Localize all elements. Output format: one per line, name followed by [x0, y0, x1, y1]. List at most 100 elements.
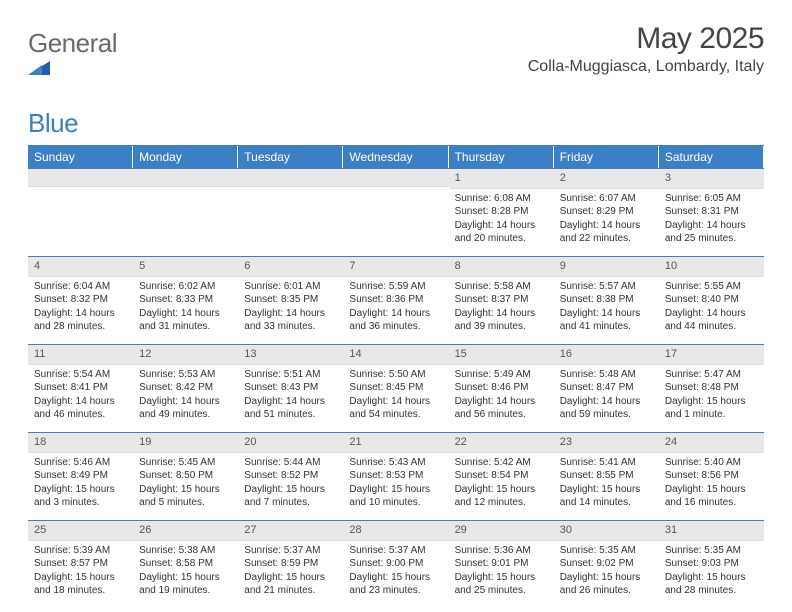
cell-body: Sunrise: 5:35 AMSunset: 9:03 PMDaylight:… — [659, 541, 764, 604]
calendar-cell: 16Sunrise: 5:48 AMSunset: 8:47 PMDayligh… — [554, 344, 659, 432]
day-number: 29 — [449, 521, 554, 541]
cell-body: Sunrise: 5:54 AMSunset: 8:41 PMDaylight:… — [28, 365, 133, 428]
calendar-cell: 6Sunrise: 6:01 AMSunset: 8:35 PMDaylight… — [238, 256, 343, 344]
sunrise-text: Sunrise: 6:02 AM — [139, 280, 232, 294]
logo: General Blue — [28, 22, 117, 139]
cell-body: Sunrise: 6:01 AMSunset: 8:35 PMDaylight:… — [238, 277, 343, 340]
logo-word-1: General — [28, 28, 117, 58]
calendar-cell: 27Sunrise: 5:37 AMSunset: 8:59 PMDayligh… — [238, 520, 343, 608]
cell-body: Sunrise: 5:46 AMSunset: 8:49 PMDaylight:… — [28, 453, 133, 516]
calendar-cell: 12Sunrise: 5:53 AMSunset: 8:42 PMDayligh… — [133, 344, 238, 432]
cell-body: Sunrise: 6:04 AMSunset: 8:32 PMDaylight:… — [28, 277, 133, 340]
sunrise-text: Sunrise: 5:35 AM — [665, 544, 758, 558]
calendar-cell — [28, 168, 133, 256]
day-number: 2 — [554, 169, 659, 189]
daylight-text: Daylight: 15 hours and 25 minutes. — [455, 571, 548, 598]
day-number: 5 — [133, 257, 238, 277]
cell-body: Sunrise: 6:02 AMSunset: 8:33 PMDaylight:… — [133, 277, 238, 340]
sunrise-text: Sunrise: 5:44 AM — [244, 456, 337, 470]
sunset-text: Sunset: 8:37 PM — [455, 293, 548, 307]
sunrise-text: Sunrise: 5:42 AM — [455, 456, 548, 470]
daylight-text: Daylight: 14 hours and 20 minutes. — [455, 219, 548, 246]
day-number: 22 — [449, 433, 554, 453]
daylight-text: Daylight: 15 hours and 1 minute. — [665, 395, 758, 422]
day-header: Tuesday — [238, 146, 343, 168]
sunset-text: Sunset: 8:56 PM — [665, 469, 758, 483]
sunrise-text: Sunrise: 6:01 AM — [244, 280, 337, 294]
calendar-cell: 31Sunrise: 5:35 AMSunset: 9:03 PMDayligh… — [659, 520, 764, 608]
cell-body: Sunrise: 5:58 AMSunset: 8:37 PMDaylight:… — [449, 277, 554, 340]
day-number: 13 — [238, 345, 343, 365]
calendar-cell: 7Sunrise: 5:59 AMSunset: 8:36 PMDaylight… — [343, 256, 448, 344]
day-number: 30 — [554, 521, 659, 541]
daylight-text: Daylight: 14 hours and 56 minutes. — [455, 395, 548, 422]
sunset-text: Sunset: 8:58 PM — [139, 557, 232, 571]
sunset-text: Sunset: 9:01 PM — [455, 557, 548, 571]
day-number: 18 — [28, 433, 133, 453]
day-number — [28, 169, 133, 187]
daylight-text: Daylight: 14 hours and 25 minutes. — [665, 219, 758, 246]
sunrise-text: Sunrise: 6:04 AM — [34, 280, 127, 294]
calendar-cell: 1Sunrise: 6:08 AMSunset: 8:28 PMDaylight… — [449, 168, 554, 256]
sunset-text: Sunset: 8:54 PM — [455, 469, 548, 483]
day-number: 6 — [238, 257, 343, 277]
calendar-cell: 11Sunrise: 5:54 AMSunset: 8:41 PMDayligh… — [28, 344, 133, 432]
sunset-text: Sunset: 9:03 PM — [665, 557, 758, 571]
cell-body: Sunrise: 5:39 AMSunset: 8:57 PMDaylight:… — [28, 541, 133, 604]
day-number: 21 — [343, 433, 448, 453]
cell-body: Sunrise: 6:05 AMSunset: 8:31 PMDaylight:… — [659, 189, 764, 252]
sunrise-text: Sunrise: 5:50 AM — [349, 368, 442, 382]
sunset-text: Sunset: 8:45 PM — [349, 381, 442, 395]
sunset-text: Sunset: 8:53 PM — [349, 469, 442, 483]
daylight-text: Daylight: 15 hours and 21 minutes. — [244, 571, 337, 598]
cell-body: Sunrise: 5:43 AMSunset: 8:53 PMDaylight:… — [343, 453, 448, 516]
calendar-cell: 18Sunrise: 5:46 AMSunset: 8:49 PMDayligh… — [28, 432, 133, 520]
cell-body: Sunrise: 5:57 AMSunset: 8:38 PMDaylight:… — [554, 277, 659, 340]
cell-body: Sunrise: 5:45 AMSunset: 8:50 PMDaylight:… — [133, 453, 238, 516]
daylight-text: Daylight: 14 hours and 51 minutes. — [244, 395, 337, 422]
sunrise-text: Sunrise: 5:55 AM — [665, 280, 758, 294]
day-number: 16 — [554, 345, 659, 365]
calendar-cell: 26Sunrise: 5:38 AMSunset: 8:58 PMDayligh… — [133, 520, 238, 608]
day-number: 4 — [28, 257, 133, 277]
sunset-text: Sunset: 8:50 PM — [139, 469, 232, 483]
sunset-text: Sunset: 8:47 PM — [560, 381, 653, 395]
calendar-cell: 13Sunrise: 5:51 AMSunset: 8:43 PMDayligh… — [238, 344, 343, 432]
sunset-text: Sunset: 8:35 PM — [244, 293, 337, 307]
daylight-text: Daylight: 14 hours and 49 minutes. — [139, 395, 232, 422]
day-number: 26 — [133, 521, 238, 541]
day-header: Thursday — [449, 146, 554, 168]
sunrise-text: Sunrise: 5:53 AM — [139, 368, 232, 382]
sunrise-text: Sunrise: 5:41 AM — [560, 456, 653, 470]
calendar-cell: 20Sunrise: 5:44 AMSunset: 8:52 PMDayligh… — [238, 432, 343, 520]
calendar-cell: 22Sunrise: 5:42 AMSunset: 8:54 PMDayligh… — [449, 432, 554, 520]
sunset-text: Sunset: 8:48 PM — [665, 381, 758, 395]
day-header: Sunday — [28, 146, 133, 168]
daylight-text: Daylight: 15 hours and 10 minutes. — [349, 483, 442, 510]
cell-body: Sunrise: 5:51 AMSunset: 8:43 PMDaylight:… — [238, 365, 343, 428]
cell-body: Sunrise: 5:36 AMSunset: 9:01 PMDaylight:… — [449, 541, 554, 604]
calendar-cell: 24Sunrise: 5:40 AMSunset: 8:56 PMDayligh… — [659, 432, 764, 520]
calendar-cell: 19Sunrise: 5:45 AMSunset: 8:50 PMDayligh… — [133, 432, 238, 520]
daylight-text: Daylight: 15 hours and 19 minutes. — [139, 571, 232, 598]
cell-body: Sunrise: 5:37 AMSunset: 8:59 PMDaylight:… — [238, 541, 343, 604]
calendar-cell: 3Sunrise: 6:05 AMSunset: 8:31 PMDaylight… — [659, 168, 764, 256]
daylight-text: Daylight: 14 hours and 39 minutes. — [455, 307, 548, 334]
sunset-text: Sunset: 8:49 PM — [34, 469, 127, 483]
sunset-text: Sunset: 9:00 PM — [349, 557, 442, 571]
daylight-text: Daylight: 15 hours and 7 minutes. — [244, 483, 337, 510]
cell-body: Sunrise: 5:47 AMSunset: 8:48 PMDaylight:… — [659, 365, 764, 428]
daylight-text: Daylight: 15 hours and 5 minutes. — [139, 483, 232, 510]
calendar-cell — [238, 168, 343, 256]
sunset-text: Sunset: 8:32 PM — [34, 293, 127, 307]
calendar-cell: 10Sunrise: 5:55 AMSunset: 8:40 PMDayligh… — [659, 256, 764, 344]
sunrise-text: Sunrise: 5:35 AM — [560, 544, 653, 558]
sunrise-text: Sunrise: 5:45 AM — [139, 456, 232, 470]
sunrise-text: Sunrise: 5:59 AM — [349, 280, 442, 294]
calendar-cell: 28Sunrise: 5:37 AMSunset: 9:00 PMDayligh… — [343, 520, 448, 608]
day-number: 23 — [554, 433, 659, 453]
sunrise-text: Sunrise: 5:58 AM — [455, 280, 548, 294]
sunset-text: Sunset: 8:59 PM — [244, 557, 337, 571]
daylight-text: Daylight: 14 hours and 36 minutes. — [349, 307, 442, 334]
sunset-text: Sunset: 8:55 PM — [560, 469, 653, 483]
